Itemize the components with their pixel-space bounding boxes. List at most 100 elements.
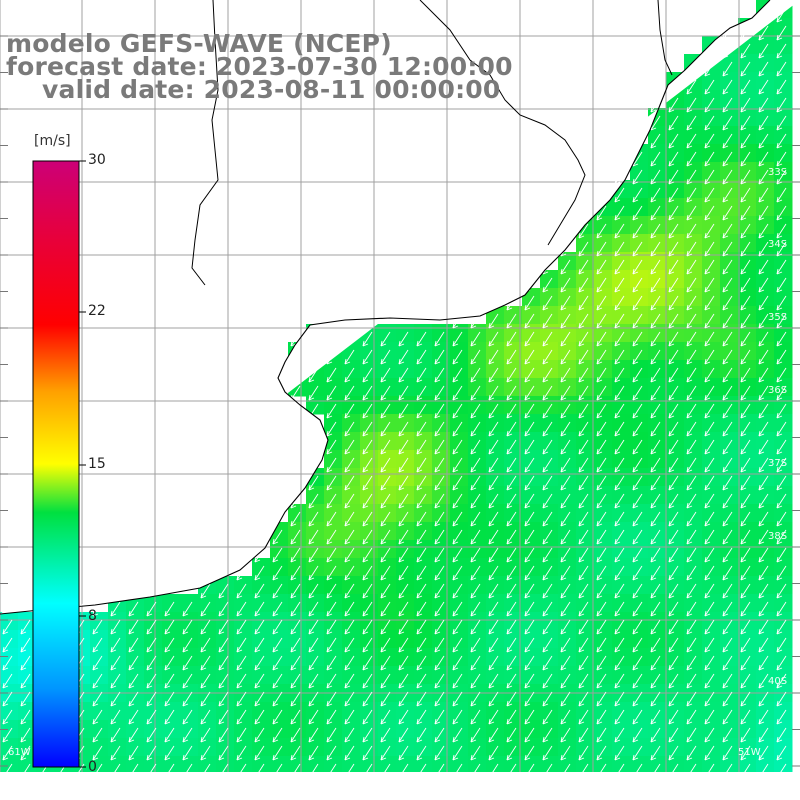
- lon-label-51w: 51W: [738, 747, 761, 758]
- wind-speed-cell: [702, 576, 721, 595]
- wind-arrow: [452, 457, 463, 473]
- wind-arrow: [290, 547, 301, 563]
- wind-speed-cell: [720, 576, 739, 595]
- wind-speed-cell: [774, 504, 793, 523]
- wind-arrow: [686, 133, 697, 149]
- wind-speed-cell: [756, 414, 775, 433]
- wind-speed-cell: [756, 36, 775, 55]
- wind-arrow: [362, 583, 373, 599]
- wind-arrow: [650, 637, 661, 653]
- wind-speed-cell: [558, 414, 577, 433]
- wind-speed-cell: [468, 360, 487, 379]
- wind-speed-cell: [270, 666, 289, 685]
- wind-speed-cell: [342, 720, 361, 739]
- wind-speed-cell: [756, 594, 775, 613]
- wind-arrow: [758, 259, 769, 275]
- wind-speed-cell: [468, 594, 487, 613]
- wind-speed-cell: [414, 414, 433, 433]
- wind-speed-cell: [432, 342, 451, 361]
- wind-speed-cell: [342, 450, 361, 469]
- wind-arrow: [614, 709, 625, 725]
- wind-arrow: [452, 439, 463, 455]
- wind-speed-cell: [540, 648, 559, 667]
- wind-arrow: [488, 331, 499, 347]
- wind-arrow: [290, 619, 301, 635]
- wind-arrow: [650, 511, 661, 527]
- wind-speed-cell: [648, 486, 667, 505]
- wind-arrow: [614, 241, 625, 257]
- wind-arrow: [398, 421, 409, 437]
- wind-arrow: [524, 601, 535, 617]
- wind-arrow: [650, 223, 661, 239]
- wind-arrow: [632, 295, 643, 311]
- wind-speed-cell: [486, 342, 505, 361]
- wind-arrow: [222, 763, 229, 772]
- wind-arrow: [110, 691, 121, 707]
- wind-speed-cell: [774, 36, 793, 55]
- wind-arrow: [560, 349, 571, 365]
- wind-arrow: [542, 313, 553, 329]
- wind-arrow: [758, 601, 769, 617]
- wind-speed-cell: [558, 612, 577, 631]
- wind-arrow: [686, 709, 697, 725]
- wind-speed-cell: [648, 612, 667, 631]
- wind-speed-cell: [396, 450, 415, 469]
- wind-speed-cell: [756, 270, 775, 289]
- wind-speed-cell: [684, 558, 703, 577]
- wind-speed-cell: [90, 666, 109, 685]
- wind-speed-cell: [288, 738, 307, 757]
- wind-speed-cell: [558, 468, 577, 487]
- wind-speed-cell: [378, 342, 397, 361]
- wind-arrow: [596, 241, 607, 257]
- wind-arrow: [578, 223, 589, 239]
- wind-speed-cell: [756, 774, 775, 793]
- wind-speed-cell: [342, 738, 361, 757]
- wind-arrow: [182, 745, 193, 761]
- wind-speed-cell: [720, 666, 739, 685]
- wind-arrow: [20, 655, 31, 671]
- wind-speed-cell: [288, 612, 307, 631]
- wind-speed-cell: [738, 54, 757, 73]
- wind-speed-cell: [666, 378, 685, 397]
- wind-arrow: [632, 547, 643, 563]
- wind-arrow: [218, 583, 229, 599]
- wind-arrow: [326, 709, 337, 725]
- wind-arrow: [380, 529, 391, 545]
- wind-arrow: [740, 367, 751, 383]
- wind-speed-cell: [576, 306, 595, 325]
- wind-speed-cell: [702, 720, 721, 739]
- wind-speed-cell: [414, 774, 433, 793]
- wind-arrow: [560, 439, 571, 455]
- wind-speed-cell: [432, 720, 451, 739]
- wind-arrow: [344, 619, 355, 635]
- wind-speed-cell: [180, 666, 199, 685]
- wind-arrow: [722, 133, 733, 149]
- wind-arrow: [578, 457, 589, 473]
- wind-arrow: [704, 385, 715, 401]
- wind-arrow: [182, 673, 193, 689]
- wind-arrow: [578, 241, 589, 257]
- wind-speed-cell: [648, 702, 667, 721]
- wind-speed-cell: [252, 576, 271, 595]
- wind-speed-cell: [252, 738, 271, 757]
- wind-speed-cell: [612, 756, 631, 772]
- wind-arrow: [362, 439, 373, 455]
- wind-arrow: [380, 691, 391, 707]
- wind-arrow: [546, 763, 553, 772]
- wind-speed-cell: [432, 414, 451, 433]
- wind-speed-cell: [144, 612, 163, 631]
- wind-speed-cell: [216, 738, 235, 757]
- wind-arrow: [758, 403, 769, 419]
- wind-speed-cell: [414, 648, 433, 667]
- wind-arrow: [470, 583, 481, 599]
- wind-speed-cell: [720, 522, 739, 541]
- wind-speed-cell: [702, 558, 721, 577]
- wind-speed-cell: [594, 288, 613, 307]
- wind-arrow: [380, 583, 391, 599]
- wind-speed-cell: [756, 450, 775, 469]
- wind-arrow: [182, 709, 193, 725]
- wind-arrow: [650, 673, 661, 689]
- wind-speed-cell: [288, 756, 307, 772]
- wind-speed-cell: [324, 486, 343, 505]
- wind-arrow: [542, 367, 553, 383]
